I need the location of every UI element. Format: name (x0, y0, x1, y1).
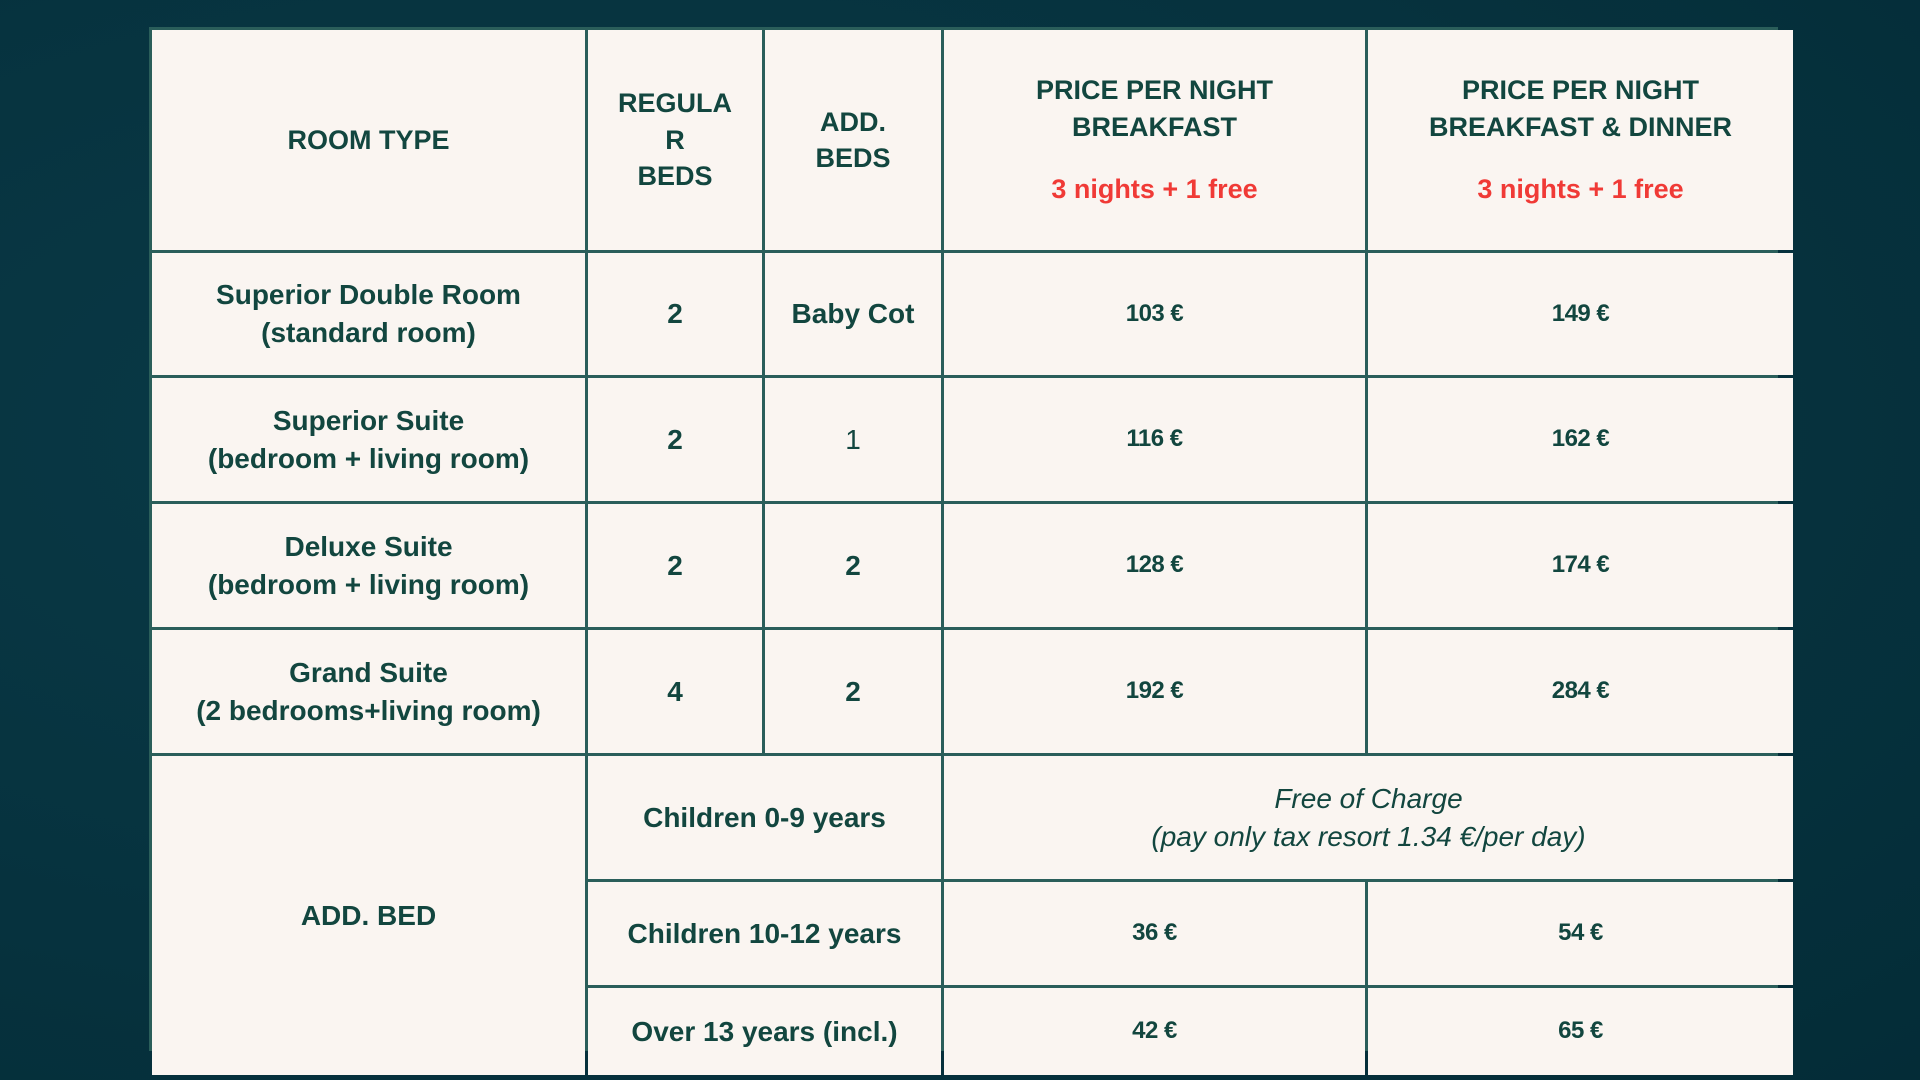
price-breakfast-dinner: 65 € (1368, 988, 1793, 1075)
header-price-breakfast: PRICE PER NIGHT BREAKFAST 3 nights + 1 f… (944, 30, 1365, 250)
header-label: PRICE PER NIGHT BREAKFAST & DINNER (1428, 75, 1732, 142)
add-beds: 1 (765, 378, 941, 501)
price-breakfast: 128 € (944, 504, 1365, 627)
room-title: Deluxe Suite (284, 530, 453, 562)
room-subtitle: (2 bedrooms+living room) (196, 694, 541, 726)
regular-beds: 2 (588, 253, 762, 375)
price-breakfast: 116 € (944, 378, 1365, 501)
room-name: Deluxe Suite (bedroom + living room) (152, 504, 585, 627)
header-price-breakfast-dinner: PRICE PER NIGHT BREAKFAST & DINNER 3 nig… (1368, 30, 1793, 250)
price-breakfast: 36 € (944, 882, 1365, 985)
price-breakfast: 42 € (944, 988, 1365, 1075)
promo-label: 3 nights + 1 free (1477, 174, 1684, 205)
add-beds: Baby Cot (765, 253, 941, 375)
price-table: ROOM TYPE REGULA R BEDS ADD. BEDS PRICE … (149, 27, 1793, 1075)
room-title: Superior Double Room (216, 279, 521, 311)
note-title: Free of Charge (1274, 782, 1463, 814)
promo-label: 3 nights + 1 free (1051, 174, 1258, 205)
age-group: Children 0-9 years (588, 756, 941, 879)
regular-beds: 2 (588, 378, 762, 501)
header-add-beds: ADD. BEDS (765, 30, 941, 250)
age-group: Children 10-12 years (588, 882, 941, 985)
price-breakfast-dinner: 149 € (1368, 253, 1793, 375)
age-group: Over 13 years (incl.) (588, 988, 941, 1075)
room-subtitle: (standard room) (261, 317, 476, 348)
price-breakfast: 192 € (944, 630, 1365, 753)
price-breakfast-dinner: 174 € (1368, 504, 1793, 627)
price-breakfast-dinner: 54 € (1368, 882, 1793, 985)
note-detail: (pay only tax resort 1.34 €/per day) (1151, 820, 1586, 852)
price-breakfast-dinner: 162 € (1368, 378, 1793, 501)
room-subtitle: (bedroom + living room) (207, 568, 530, 600)
add-beds: 2 (765, 504, 941, 627)
header-label: ROOM TYPE (287, 124, 450, 155)
room-name: Superior Suite (bedroom + living room) (152, 378, 585, 501)
room-title: Superior Suite (272, 404, 465, 436)
free-of-charge-note: Free of Charge (pay only tax resort 1.34 … (944, 756, 1793, 879)
add-beds: 2 (765, 630, 941, 753)
regular-beds: 4 (588, 630, 762, 753)
room-title: Grand Suite (289, 656, 448, 688)
room-name: Superior Double Room (standard room) (152, 253, 585, 375)
price-breakfast-dinner: 284 € (1368, 630, 1793, 753)
room-name: Grand Suite (2 bedrooms+living room) (152, 630, 585, 753)
header-regular-beds: REGULA R BEDS (588, 30, 762, 250)
header-room-type: ROOM TYPE (152, 30, 585, 250)
price-breakfast: 103 € (944, 253, 1365, 375)
add-bed-label: ADD. BED (152, 756, 585, 1075)
regular-beds: 2 (588, 504, 762, 627)
room-subtitle: (bedroom + living room) (207, 442, 530, 474)
header-label: PRICE PER NIGHT BREAKFAST (1035, 75, 1274, 142)
